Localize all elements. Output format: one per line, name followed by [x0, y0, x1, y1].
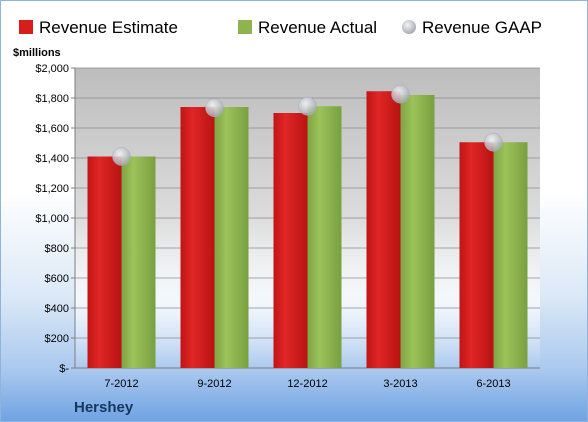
bar-revenue-estimate [459, 142, 494, 368]
marker-revenue-gaap [205, 98, 224, 117]
bar-revenue-estimate [87, 156, 122, 368]
x-tick-label: 12-2012 [287, 378, 327, 390]
y-tick-label: $1,200 [35, 183, 69, 195]
marker-revenue-gaap [112, 147, 131, 166]
marker-revenue-gaap [484, 133, 503, 152]
x-tick-label: 3-2013 [383, 378, 417, 390]
company-name: Hershey [74, 399, 134, 416]
y-tick-label: $1,800 [35, 93, 69, 105]
bar-revenue-actual [493, 142, 528, 368]
y-tick-label: $2,000 [35, 63, 69, 75]
y-tick-label: $600 [45, 273, 69, 285]
y-unit-label: $millions [13, 47, 61, 59]
legend-swatch-actual [238, 20, 252, 34]
y-tick-label: $1,600 [35, 123, 69, 135]
bar-revenue-estimate [366, 91, 401, 368]
x-tick-label: 6-2013 [476, 378, 510, 390]
bar-revenue-estimate [273, 113, 308, 368]
x-tick-label: 7-2012 [104, 378, 138, 390]
legend-label: Revenue Actual [258, 18, 377, 37]
y-tick-label: $800 [45, 243, 69, 255]
legend-label: Revenue Estimate [39, 18, 178, 37]
y-tick-label: $400 [45, 303, 69, 315]
bar-revenue-actual [214, 107, 249, 368]
bar-revenue-actual [307, 106, 342, 368]
marker-revenue-gaap [391, 85, 410, 104]
bar-revenue-actual [400, 95, 435, 368]
y-tick-label: $1,400 [35, 153, 69, 165]
legend-swatch-estimate [19, 20, 33, 34]
y-tick-label: $- [59, 363, 69, 375]
bar-revenue-estimate [180, 107, 215, 368]
x-tick-label: 9-2012 [197, 378, 231, 390]
y-tick-label: $1,000 [35, 213, 69, 225]
y-tick-label: $200 [45, 333, 69, 345]
legend-swatch-gaap [402, 20, 416, 34]
marker-revenue-gaap [298, 97, 317, 116]
legend-label: Revenue GAAP [422, 18, 542, 37]
bar-revenue-actual [121, 156, 156, 368]
